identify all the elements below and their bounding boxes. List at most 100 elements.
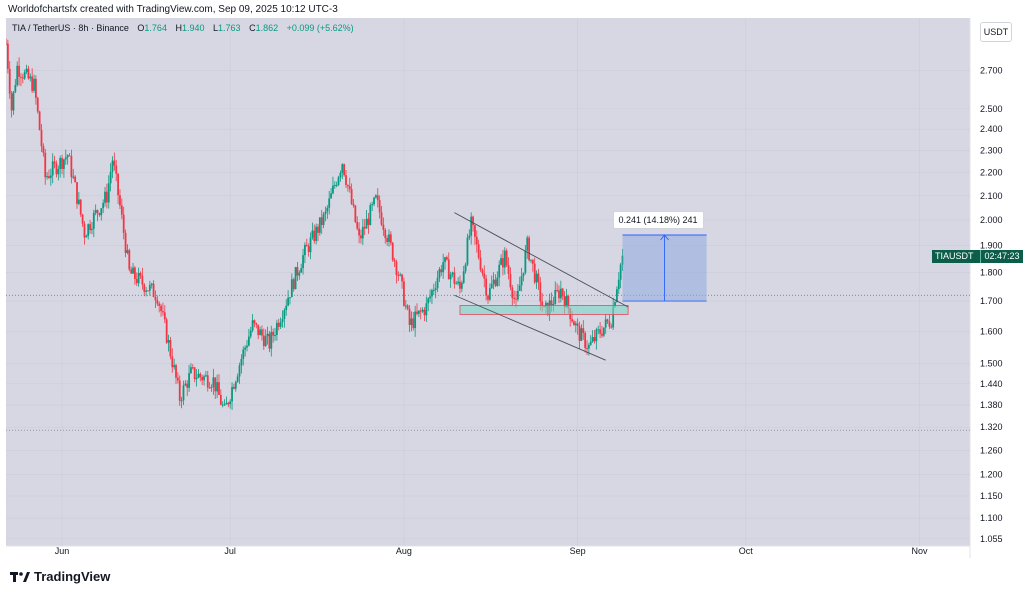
candle-body: [201, 377, 204, 381]
candle-body: [528, 237, 531, 261]
candle-body: [399, 274, 402, 276]
legend-open: 1.764: [144, 23, 167, 33]
candle-body: [27, 68, 30, 79]
candle-body: [595, 329, 598, 342]
candle-body: [122, 214, 125, 233]
candle-body: [324, 211, 327, 214]
candle-body: [169, 340, 172, 357]
candle-body: [612, 306, 615, 328]
candle-body: [341, 164, 344, 173]
candle-body: [457, 281, 460, 284]
candle-body: [165, 319, 168, 343]
candle-body: [285, 305, 288, 311]
candle-body: [436, 277, 439, 289]
candle-body: [606, 319, 609, 322]
candle-body: [483, 273, 486, 279]
candle-body: [621, 255, 624, 265]
candle-body: [487, 295, 489, 300]
candle-body: [214, 377, 217, 392]
candle-body: [287, 297, 290, 306]
candle-body: [358, 228, 360, 236]
candle-body: [152, 283, 155, 298]
candle-body: [591, 337, 594, 342]
candle-body: [567, 296, 570, 309]
y-tick-label: 1.600: [980, 326, 1003, 336]
candle-body: [520, 276, 523, 286]
candle-body: [496, 277, 499, 286]
candle-body: [356, 222, 359, 229]
candle-body: [337, 177, 340, 185]
y-tick-label: 1.900: [980, 241, 1003, 251]
candle-body: [281, 319, 284, 323]
candle-body: [8, 68, 11, 94]
candle-body: [318, 217, 321, 233]
chart-frame[interactable]: 2.700 2.500 2.400 2.300 2.200 2.100 2.000 1.900…: [6, 18, 1018, 558]
candle-body: [218, 382, 220, 395]
candle-body: [509, 273, 512, 288]
candle-body: [494, 279, 497, 286]
candle-body: [240, 358, 243, 366]
candle-body: [498, 264, 501, 278]
candle-body: [475, 236, 478, 245]
candle-body: [427, 298, 430, 304]
candle-body: [31, 76, 34, 91]
candle-body: [417, 310, 420, 314]
candle-body: [148, 284, 151, 291]
candle-body: [244, 347, 247, 350]
currency-button[interactable]: USDT: [980, 22, 1012, 42]
candle-body: [382, 224, 385, 230]
candle-body: [107, 183, 110, 203]
candle-body: [36, 97, 39, 112]
candle-body: [221, 404, 224, 406]
candle-body: [154, 297, 157, 301]
candle-body: [363, 226, 366, 229]
candle-body: [304, 244, 306, 256]
candle-body: [361, 226, 364, 239]
candle-body: [225, 402, 228, 405]
candle-body: [380, 212, 383, 225]
candle-body: [124, 232, 127, 253]
candle-body: [10, 93, 13, 111]
candle-body: [438, 269, 441, 278]
candle-body: [550, 300, 553, 306]
candle-body: [552, 303, 555, 306]
candle-body: [421, 309, 424, 312]
candle-body: [330, 193, 332, 199]
candle-body: [233, 386, 235, 389]
legend-change: +0.099 (+5.62%): [286, 23, 354, 33]
chart-svg[interactable]: 2.700 2.500 2.400 2.300 2.200 2.100 2.000 1.900…: [6, 18, 1018, 558]
legend-symbol[interactable]: TIA / TetherUS · 8h · Binance: [12, 23, 129, 33]
tradingview-brand[interactable]: TradingView: [10, 569, 110, 584]
candle-body: [44, 152, 47, 178]
candle-body: [537, 273, 540, 283]
candle-body: [604, 319, 607, 328]
candle-body: [432, 289, 435, 291]
candle-body: [410, 318, 413, 325]
candle-body: [563, 296, 566, 308]
candle-body: [246, 345, 248, 348]
candle-body: [180, 400, 183, 402]
candle-body: [539, 282, 542, 302]
candle-body: [247, 336, 250, 346]
last-price-tag: TIAUSDT 02:47:23: [932, 249, 1023, 263]
candle-body: [335, 184, 338, 186]
y-tick-label: 1.260: [980, 445, 1003, 455]
candle-body: [57, 168, 60, 175]
candle-body: [531, 259, 534, 264]
candle-body: [12, 91, 15, 111]
candle-body: [307, 246, 310, 253]
candle-body: [42, 146, 45, 153]
trendline: [454, 294, 606, 361]
candle-body: [343, 164, 346, 176]
candle-body: [203, 376, 205, 381]
candle-body: [160, 305, 162, 312]
candle-body: [249, 330, 252, 337]
y-tick-label: 1.320: [980, 422, 1003, 432]
candle-body: [212, 377, 215, 388]
candle-body: [182, 385, 185, 401]
candle-body: [530, 259, 532, 261]
candle-body: [94, 210, 97, 213]
candle-body: [130, 269, 133, 274]
candle-body: [617, 279, 620, 290]
candle-body: [158, 303, 161, 306]
